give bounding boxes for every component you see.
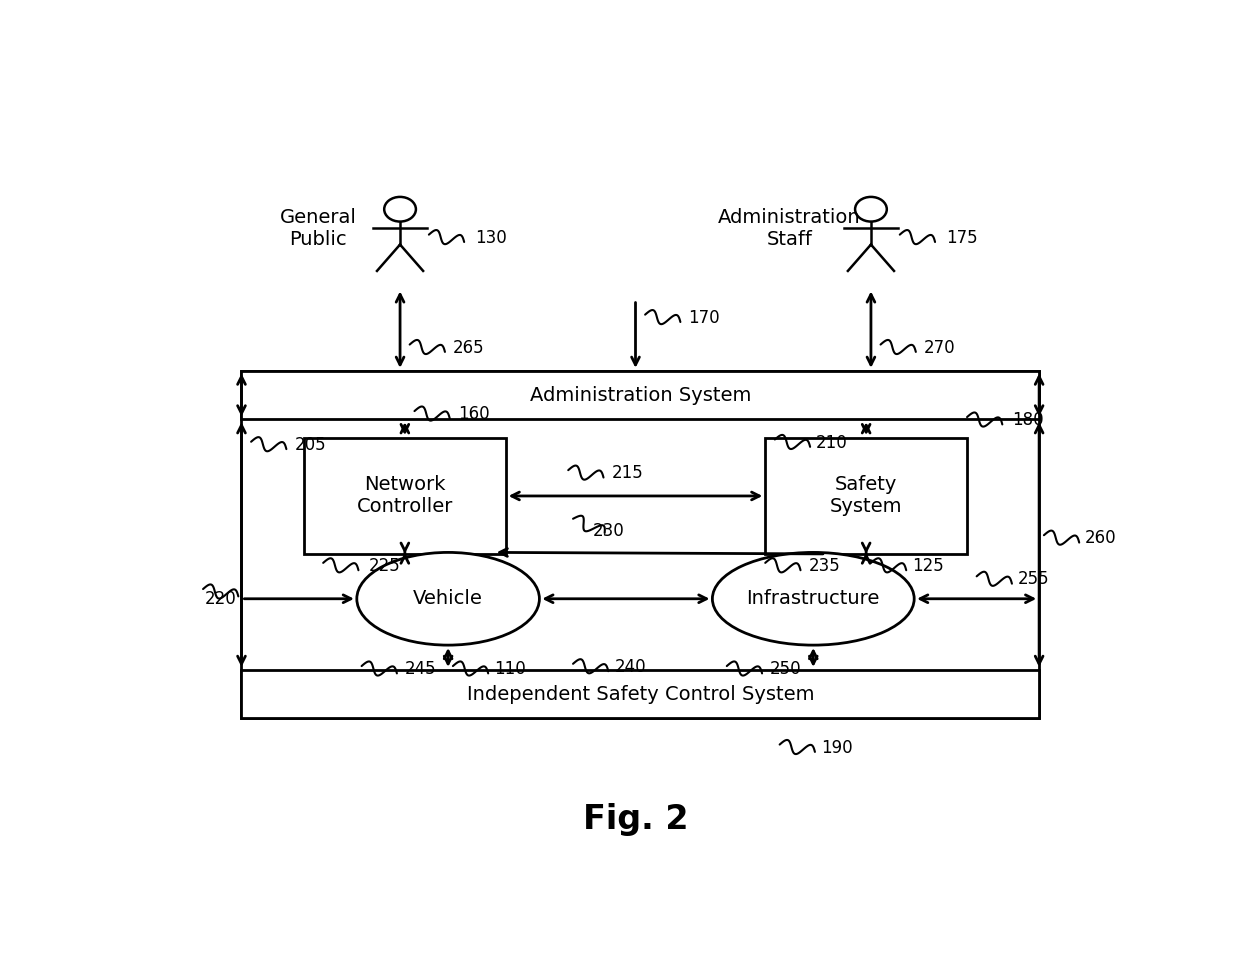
Text: 235: 235 [808,557,841,575]
Text: 130: 130 [475,228,507,247]
Bar [765,438,967,553]
Text: 210: 210 [816,433,848,452]
Text: 160: 160 [458,405,490,423]
Text: 215: 215 [611,464,644,483]
Text: 225: 225 [368,557,401,575]
Text: 255: 255 [1018,570,1049,588]
Bar [242,371,1039,419]
Text: Safety
System: Safety System [830,476,903,517]
Text: Fig. 2: Fig. 2 [583,803,688,836]
Bar [242,670,1039,719]
Text: Administration
Staff: Administration Staff [718,208,861,250]
Text: Vehicle: Vehicle [413,589,484,608]
Text: 265: 265 [453,339,485,357]
Text: 175: 175 [946,228,977,247]
Bar [304,438,506,553]
Text: 205: 205 [294,436,326,453]
Ellipse shape [713,552,914,645]
Text: 110: 110 [495,660,526,678]
Text: 260: 260 [1085,529,1117,548]
Text: Independent Safety Control System: Independent Safety Control System [466,685,813,704]
Text: General
Public: General Public [280,208,357,250]
Text: 170: 170 [688,309,720,326]
Text: 180: 180 [1012,411,1044,429]
Text: 240: 240 [614,657,646,676]
Text: 245: 245 [404,660,436,678]
Text: Administration System: Administration System [529,385,751,405]
Text: 190: 190 [821,739,853,756]
Text: 125: 125 [913,557,944,575]
Text: 250: 250 [770,660,802,678]
Text: 270: 270 [924,339,956,357]
Text: 220: 220 [205,589,237,608]
Bar [242,371,1039,719]
Text: 230: 230 [593,522,624,541]
Ellipse shape [357,552,539,645]
Text: Infrastructure: Infrastructure [746,589,880,608]
Text: Network
Controller: Network Controller [357,476,453,517]
